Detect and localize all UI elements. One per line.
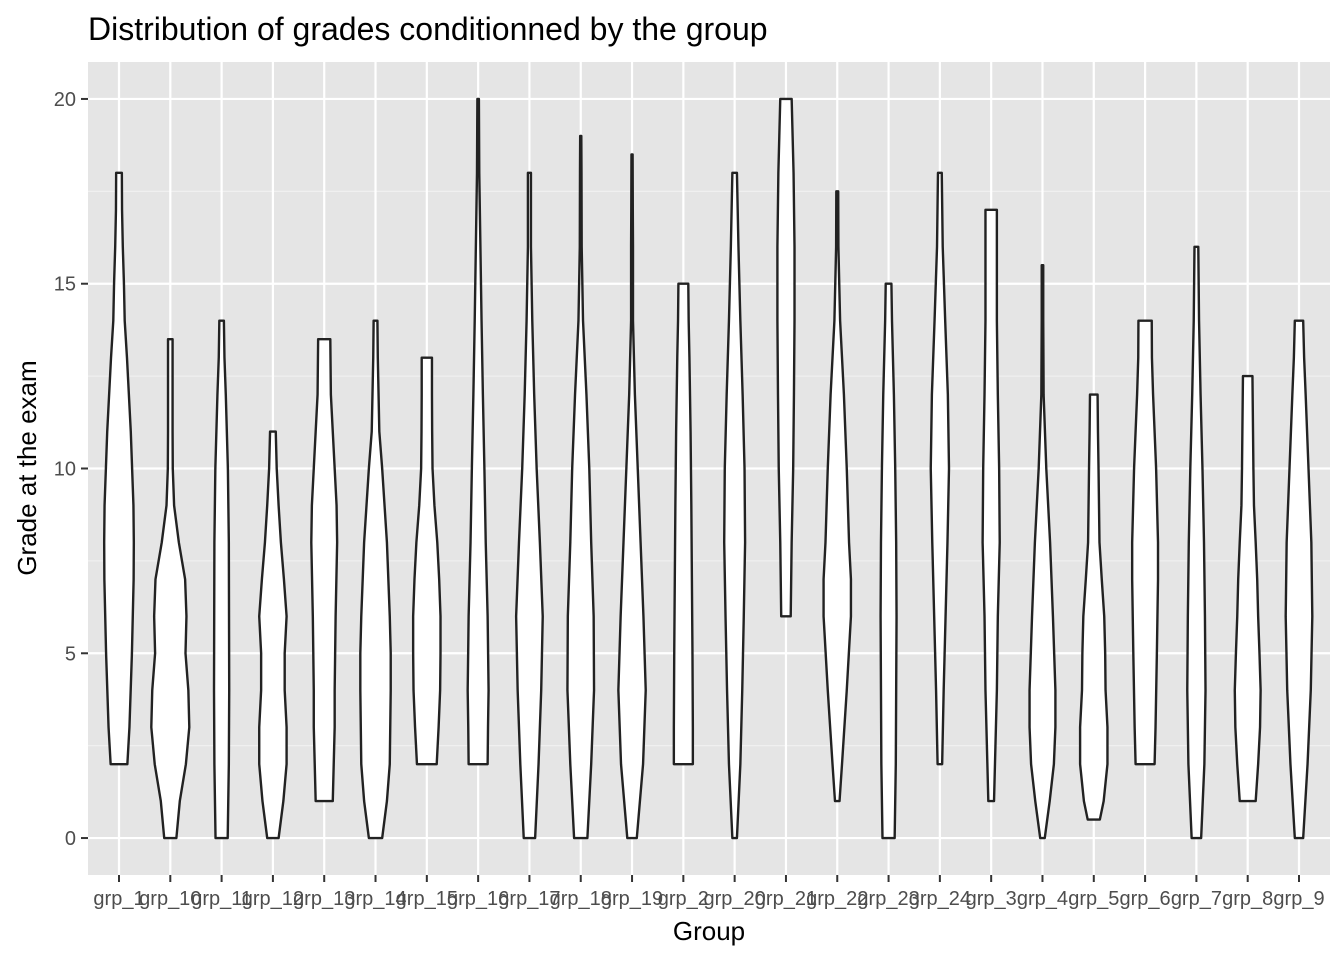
violin-grp-15 xyxy=(411,356,442,766)
x-tick-label: grp_5 xyxy=(1068,888,1119,910)
x-tick-label: grp_15 xyxy=(396,888,458,910)
violin-grp-21 xyxy=(776,97,796,618)
x-tick-label: grp_18 xyxy=(550,888,612,910)
violin-grp-3 xyxy=(981,208,1001,803)
violin-grp-23 xyxy=(879,282,898,840)
x-tick-label: grp_23 xyxy=(857,888,919,910)
x-tick-label: grp_7 xyxy=(1171,888,1222,910)
violin-grp-18 xyxy=(566,134,596,840)
violin-grp-2 xyxy=(672,282,695,766)
y-axis-title: Grade at the exam xyxy=(12,360,42,575)
violin-grp-5 xyxy=(1078,393,1109,821)
x-tick-label: grp_16 xyxy=(447,888,509,910)
x-tick-label: grp_22 xyxy=(806,888,868,910)
y-tick-label: 15 xyxy=(54,274,76,296)
violin-grp-8 xyxy=(1233,374,1262,803)
y-tick-label: 10 xyxy=(54,459,76,481)
x-tick-label: grp_24 xyxy=(909,888,971,910)
x-tick-label: grp_9 xyxy=(1273,888,1324,910)
violins xyxy=(102,97,1314,840)
violin-grp-4 xyxy=(1028,264,1057,840)
violin-grp-12 xyxy=(258,430,288,840)
y-tick-label: 0 xyxy=(65,828,76,850)
violin-grp-1 xyxy=(102,171,136,766)
x-tick-label: grp_11 xyxy=(191,888,252,910)
violin-grp-20 xyxy=(723,171,747,840)
violin-grp-11 xyxy=(212,319,231,840)
x-tick-label: grp_10 xyxy=(139,888,201,910)
violin-grp-7 xyxy=(1186,245,1207,840)
y-axis: 0 5 10 15 20 xyxy=(54,89,88,850)
x-tick-label: grp_17 xyxy=(498,888,560,910)
x-tick-label: grp_21 xyxy=(755,888,817,910)
x-axis-title: Group xyxy=(673,916,745,946)
x-tick-label: grp_1 xyxy=(93,888,144,910)
violin-grp-17 xyxy=(514,171,544,840)
x-tick-label: grp_3 xyxy=(966,888,1017,910)
violin-grp-14 xyxy=(359,319,392,840)
x-tick-label: grp_2 xyxy=(658,888,709,910)
violin-grp-24 xyxy=(929,171,951,766)
x-tick-label: grp_8 xyxy=(1222,888,1273,910)
chart-title: Distribution of grades conditionned by t… xyxy=(88,11,768,47)
x-tick-label: grp_13 xyxy=(293,888,355,910)
violin-grp-13 xyxy=(310,337,339,803)
x-tick-label: grp_6 xyxy=(1120,888,1171,910)
violin-grp-10 xyxy=(150,337,191,840)
violin-grp-22 xyxy=(822,190,853,803)
violin-grp-19 xyxy=(617,153,647,840)
x-tick-label: grp_4 xyxy=(1017,888,1068,910)
violin-grp-9 xyxy=(1284,319,1314,840)
violin-grp-6 xyxy=(1130,319,1160,766)
x-tick-label: grp_19 xyxy=(601,888,663,910)
y-tick-label: 5 xyxy=(65,643,76,665)
x-tick-label: grp_20 xyxy=(704,888,766,910)
violin-grp-16 xyxy=(466,97,490,766)
x-tick-label: grp_12 xyxy=(242,888,304,910)
x-tick-label: grp_14 xyxy=(344,888,406,910)
y-tick-label: 20 xyxy=(54,89,76,111)
x-axis: grp_1grp_10grp_11grp_12grp_13grp_14grp_1… xyxy=(93,875,1325,910)
